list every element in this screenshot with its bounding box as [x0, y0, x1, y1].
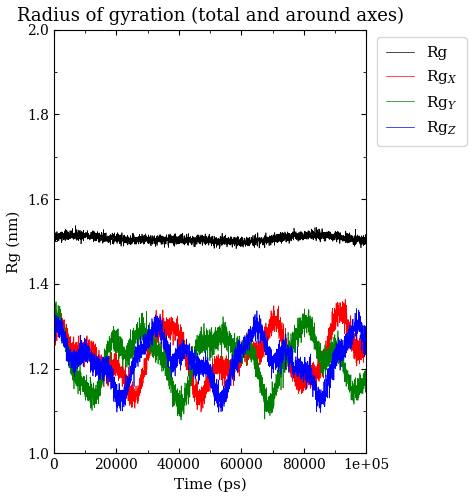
- Rg$_Z$: [324, 385, 329, 391]
- X-axis label: Time (ps): Time (ps): [173, 478, 246, 492]
- Rg: [73, 223, 78, 229]
- Line: Rg: Rg: [54, 226, 366, 249]
- Rg$_Y$: [178, 417, 184, 423]
- Rg$_Y$: [53, 299, 59, 305]
- Legend: Rg, Rg$_X$, Rg$_Y$, Rg$_Z$: Rg, Rg$_X$, Rg$_Y$, Rg$_Z$: [377, 37, 466, 146]
- Rg$_Z$: [51, 320, 56, 326]
- Rg$_X$: [184, 343, 190, 349]
- Line: Rg$_X$: Rg$_X$: [54, 299, 366, 412]
- Rg: [171, 243, 177, 249]
- Rg$_Y$: [357, 385, 363, 391]
- Rg$_X$: [324, 344, 329, 350]
- Rg$_Y$: [171, 383, 177, 389]
- Rg$_Z$: [171, 358, 176, 364]
- Rg$_Z$: [105, 360, 111, 366]
- Rg: [105, 234, 111, 240]
- Rg: [51, 233, 56, 239]
- Rg$_Y$: [364, 372, 369, 378]
- Rg$_X$: [342, 296, 348, 302]
- Rg$_Y$: [51, 323, 56, 329]
- Rg$_Z$: [364, 350, 369, 356]
- Rg: [87, 235, 92, 241]
- Rg: [184, 238, 190, 244]
- Rg$_Y$: [184, 374, 190, 380]
- Line: Rg$_Y$: Rg$_Y$: [54, 302, 366, 420]
- Rg: [357, 236, 363, 242]
- Rg$_X$: [105, 364, 111, 370]
- Rg$_X$: [357, 346, 363, 352]
- Rg$_X$: [364, 352, 369, 358]
- Rg: [364, 238, 369, 244]
- Rg: [217, 246, 222, 251]
- Rg$_Z$: [318, 410, 323, 416]
- Title: Radius of gyration (total and around axes): Radius of gyration (total and around axe…: [17, 7, 403, 25]
- Rg$_X$: [51, 341, 56, 347]
- Rg: [324, 229, 329, 235]
- Rg$_Y$: [87, 392, 92, 398]
- Rg$_Z$: [87, 344, 92, 350]
- Rg$_Y$: [324, 347, 329, 353]
- Rg$_X$: [171, 326, 176, 332]
- Y-axis label: Rg (nm): Rg (nm): [7, 210, 21, 272]
- Rg$_X$: [198, 409, 204, 415]
- Rg$_Y$: [105, 347, 111, 353]
- Rg$_X$: [87, 355, 92, 361]
- Rg$_Z$: [184, 347, 190, 353]
- Line: Rg$_Z$: Rg$_Z$: [54, 309, 366, 413]
- Rg$_Z$: [357, 320, 363, 326]
- Rg$_Z$: [354, 306, 359, 312]
